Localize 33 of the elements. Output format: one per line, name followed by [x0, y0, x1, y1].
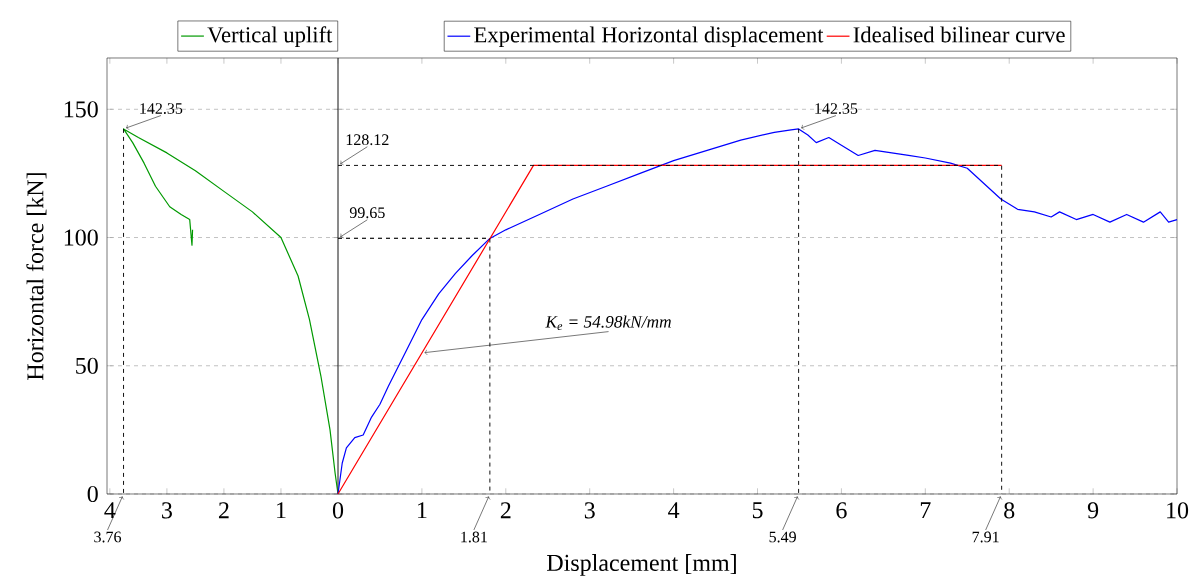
x-tick-label: 7 — [920, 502, 931, 518]
x-tick-label: 4 — [104, 502, 116, 519]
x-tick-label: 0 — [332, 502, 344, 519]
annotation: 1.81 — [461, 531, 487, 543]
annotation: 3.76 — [94, 531, 122, 543]
annotation: 7.91 — [972, 531, 999, 543]
x-tick-label: 3 — [584, 502, 595, 519]
annotation: 128.12 — [346, 134, 389, 146]
y-tick-label: 100 — [64, 229, 98, 246]
annotation: 5.49 — [769, 531, 796, 543]
y-tick-label: 0 — [87, 485, 98, 503]
annotation: 142.35 — [140, 103, 183, 114]
annotation: 142.35 — [815, 103, 858, 114]
x-tick-label: 2 — [218, 502, 229, 519]
legend-label: Vertical uplift — [207, 26, 333, 48]
x-tick-label: 1 — [277, 502, 286, 519]
y-tick-label: 50 — [76, 357, 98, 374]
legend-label: Idealised bilinear curve — [853, 26, 1065, 43]
y-tick-label: 150 — [64, 101, 98, 118]
x-tick-label: 9 — [1087, 502, 1099, 519]
x-axis-title: Displacement [mm] — [547, 554, 736, 576]
annotation: K$_{e}$ = 54.98kN/mm — [545, 315, 671, 331]
annotation: 99.65 — [349, 207, 385, 219]
y-axis-title: Horizontal force [kN] — [26, 173, 47, 380]
x-tick-label: 10 — [1167, 502, 1189, 519]
x-tick-label: 8 — [1004, 502, 1015, 519]
x-tick-label: 5 — [752, 502, 763, 519]
x-tick-label: 4 — [668, 502, 680, 519]
x-tick-label: 1 — [418, 502, 427, 519]
x-tick-label: 2 — [500, 502, 511, 519]
x-tick-label: 6 — [836, 502, 847, 519]
legend-label: Experimental Horizontal displacement — [474, 26, 824, 48]
x-tick-label: 3 — [162, 502, 172, 519]
